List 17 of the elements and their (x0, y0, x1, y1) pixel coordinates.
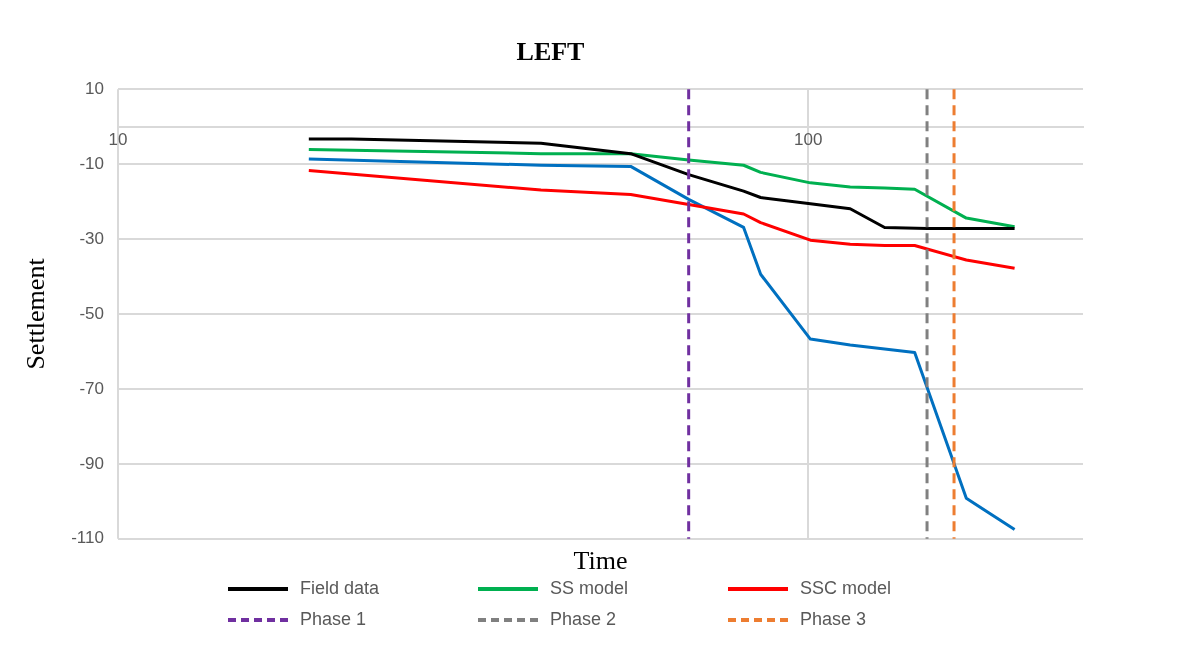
legend-label: Field data (300, 578, 380, 599)
y-axis-title: Settlement (21, 257, 51, 370)
legend-label: Phase 3 (800, 609, 867, 630)
legend-label: SSC model (800, 578, 892, 599)
legend-label: Phase 1 (300, 609, 367, 630)
y-tick-label: -110 (71, 528, 104, 548)
y-tick-label: -90 (79, 453, 104, 473)
x-tick-label: 100 (794, 129, 823, 149)
x-axis-title: Time (573, 546, 628, 576)
legend-label: SS model (550, 578, 629, 599)
legend-label: Phase 2 (550, 609, 617, 630)
y-tick-label: -70 (79, 378, 104, 398)
chart-title: LEFT (516, 37, 585, 67)
y-tick-label: -30 (79, 228, 104, 248)
y-tick-label: -10 (79, 153, 104, 173)
y-tick-label: -50 (79, 303, 104, 323)
y-tick-label: 10 (85, 78, 104, 98)
